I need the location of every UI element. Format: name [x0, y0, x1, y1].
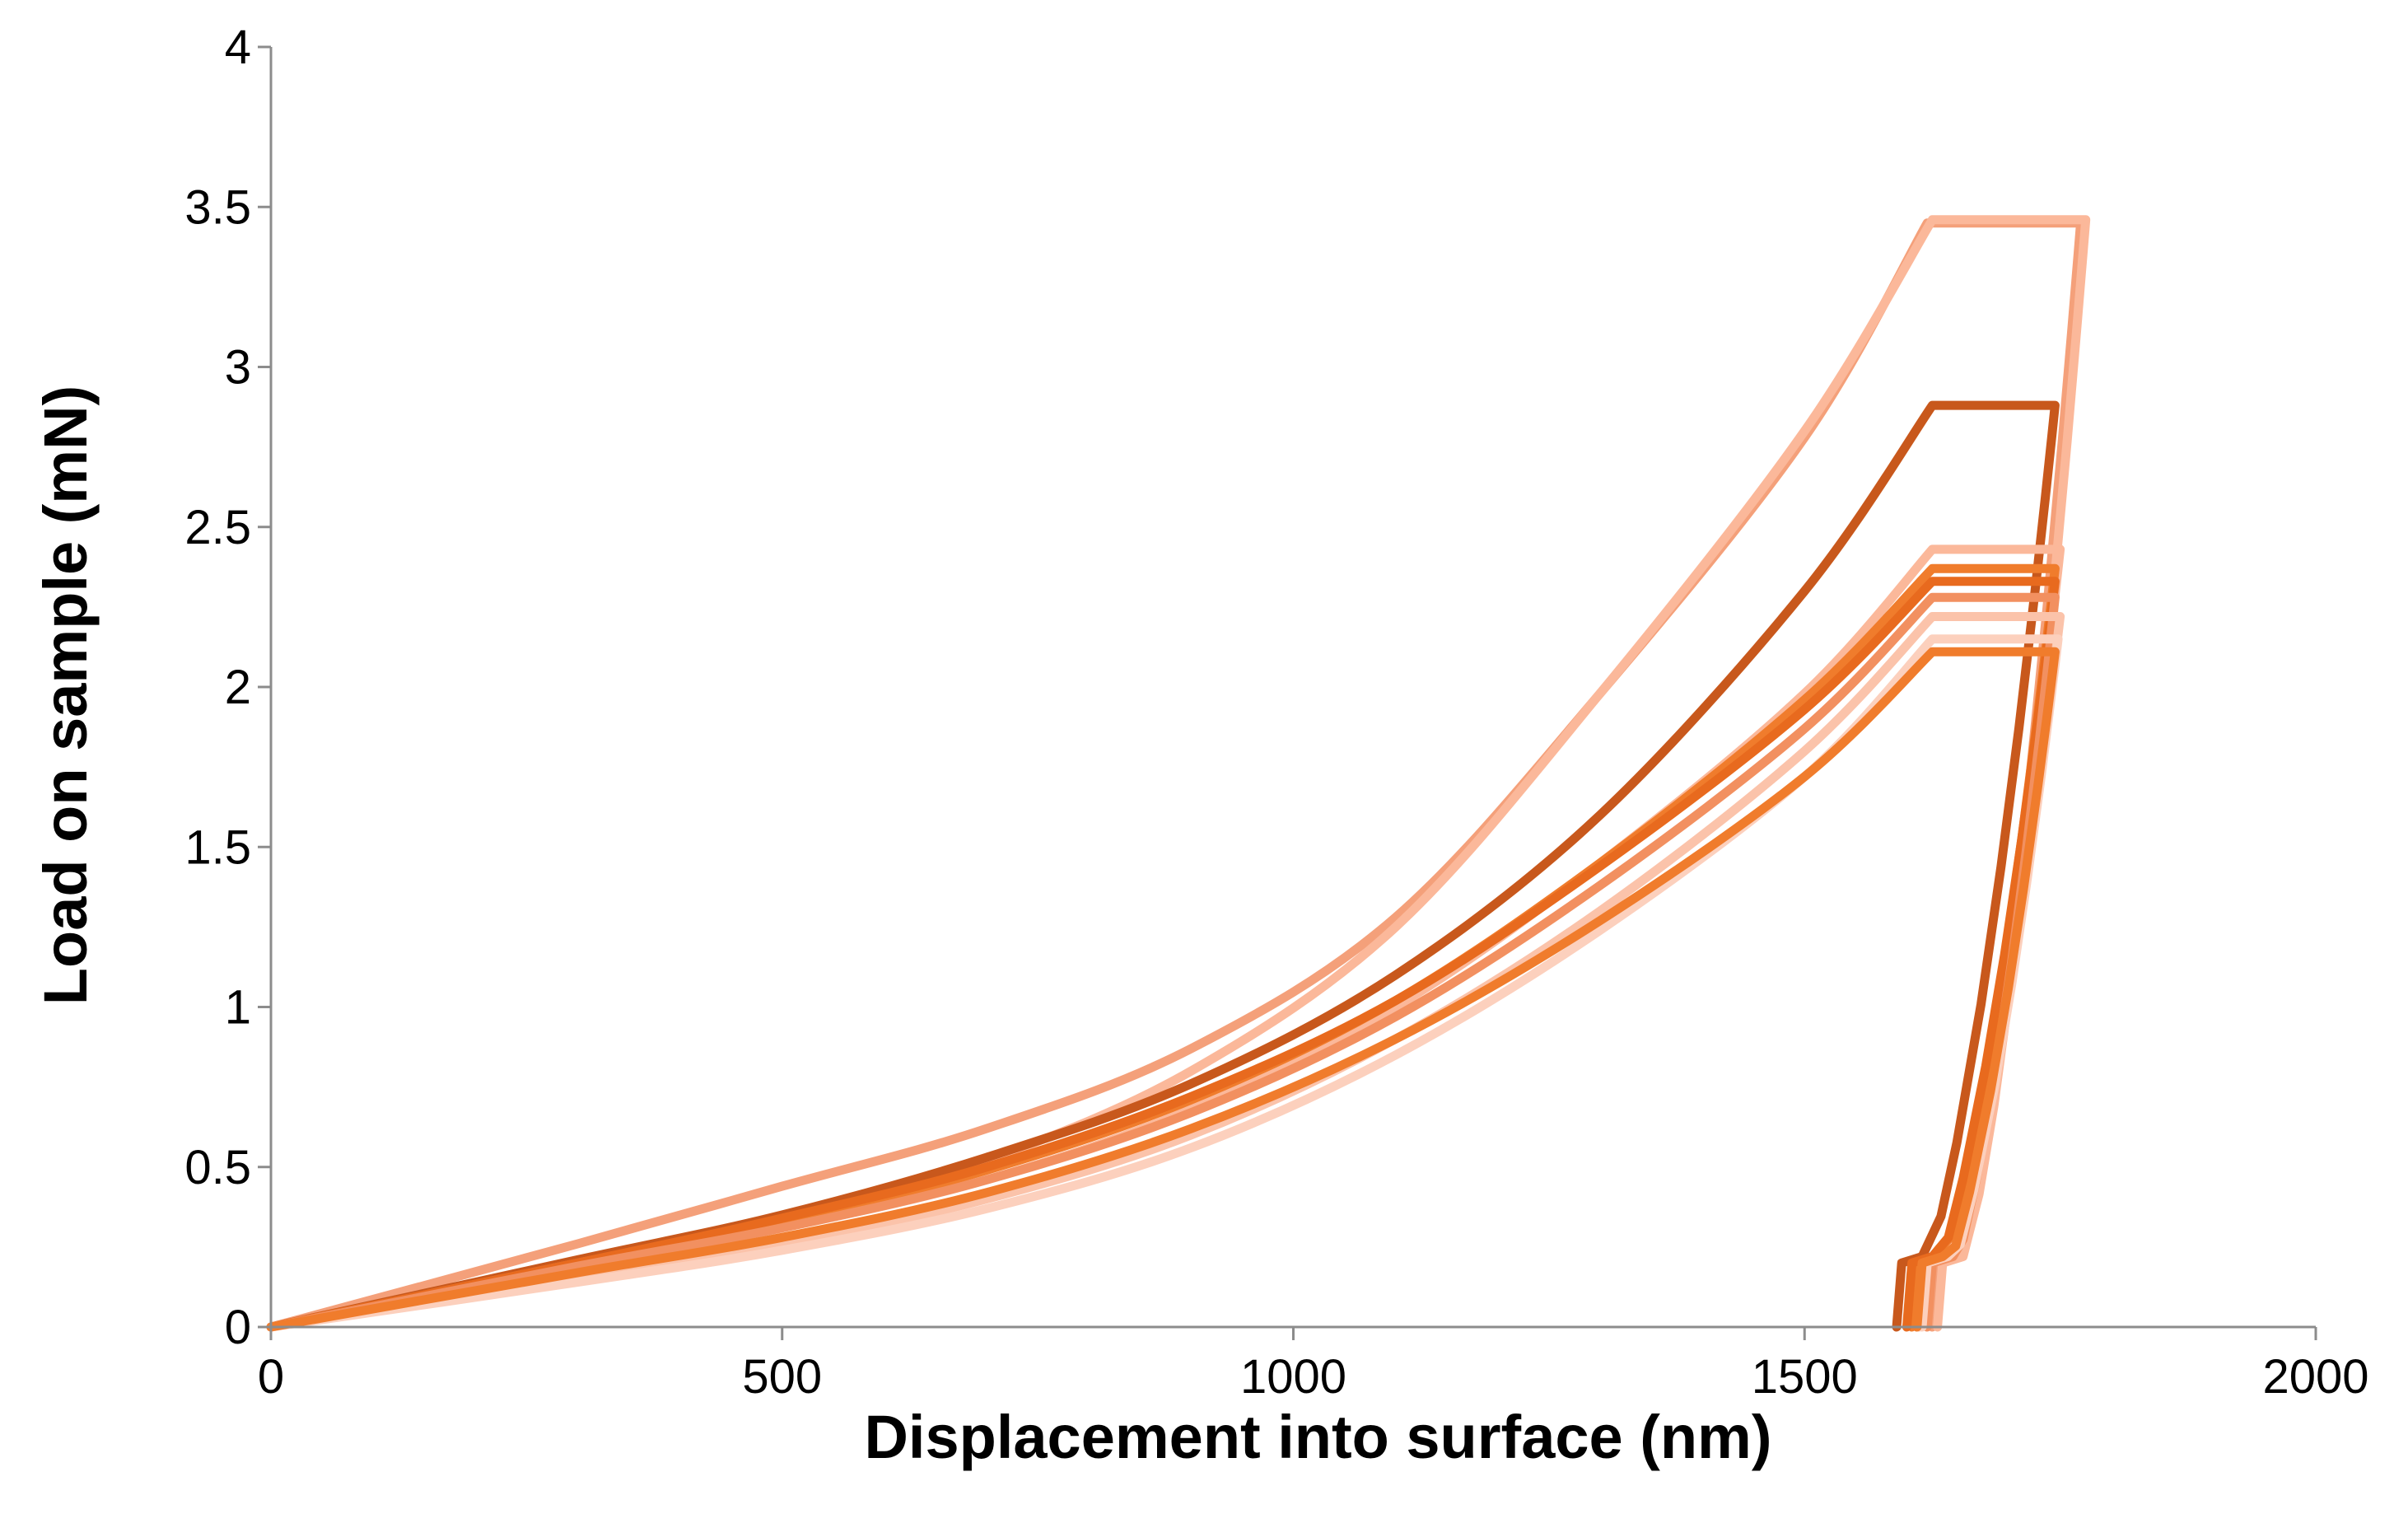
y-tick-label: 4	[225, 21, 251, 74]
series-layer	[266, 215, 2091, 1332]
y-tick-label: 3	[225, 341, 251, 395]
series-line-10	[266, 647, 2060, 1332]
series-line-7	[266, 592, 2060, 1332]
x-tick-label: 0	[258, 1350, 284, 1404]
y-tick-label: 0	[225, 1301, 251, 1354]
y-tick-label: 0.5	[184, 1141, 251, 1194]
y-axis-title: Load on sample (mN)	[31, 386, 100, 1005]
x-tick-label: 2000	[2262, 1350, 2368, 1404]
series-line-3	[266, 400, 2060, 1332]
x-tick-label: 1000	[1240, 1350, 1346, 1404]
y-tick-label: 1.5	[184, 820, 251, 874]
y-tick-label: 3.5	[184, 180, 251, 234]
series-line-6	[266, 577, 2060, 1332]
series-line-5	[266, 563, 2060, 1332]
y-tick-label: 1	[225, 981, 251, 1035]
x-tick-label: 1500	[1752, 1350, 1858, 1404]
y-tick-label: 2.5	[184, 501, 251, 554]
x-tick-label: 500	[742, 1350, 822, 1404]
y-tick-label: 2	[225, 661, 251, 714]
series-line-4	[266, 544, 2065, 1332]
x-axis-title: Displacement into surface (nm)	[864, 1403, 1771, 1471]
axes-layer: 0 0.5 1 1.5 2 2.5 3 3.5 4 0 500 1000 1500 2000	[184, 21, 2368, 1404]
